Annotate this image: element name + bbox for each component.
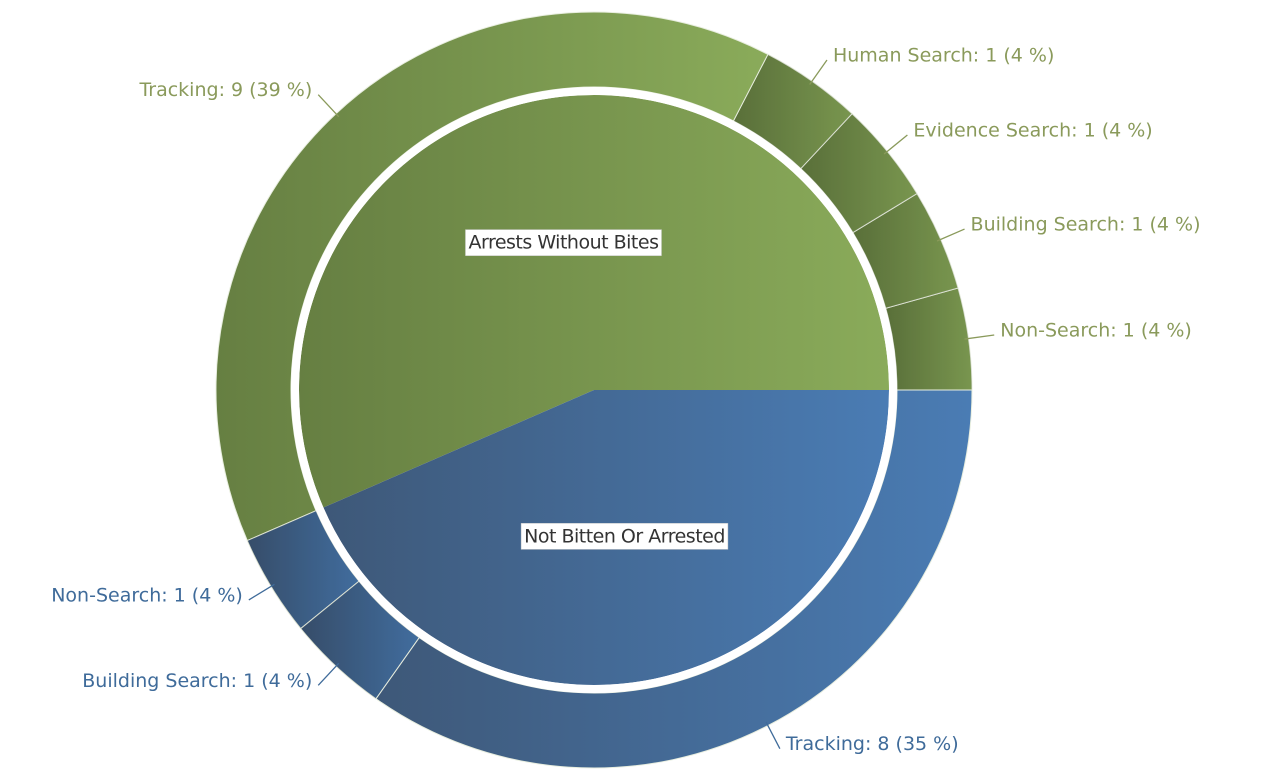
segment-label: Tracking: 9 (39 %): [138, 79, 312, 101]
leader-line: [317, 94, 340, 118]
leader-line: [248, 583, 275, 601]
segment-shade: [247, 510, 359, 629]
leader-line: [317, 662, 340, 686]
leader-line: [809, 59, 828, 85]
segment-shade: [885, 288, 972, 390]
leader-line: [883, 134, 908, 155]
segment-label: Evidence Search: 1 (4 %): [913, 120, 1152, 142]
segment-label: Building Search: 1 (4 %): [971, 214, 1201, 236]
inner-label: Arrests Without Bites: [468, 232, 658, 254]
ring-gap: [291, 87, 897, 693]
inner-wedge: [298, 94, 889, 508]
label-box: [520, 523, 729, 550]
inner-label: Not Bitten Or Arrested: [524, 525, 725, 547]
label-box: [465, 229, 662, 256]
segment-label: Human Search: 1 (4 %): [833, 44, 1054, 66]
segment-shade: [800, 113, 917, 233]
segment-shade: [300, 581, 420, 699]
leader-line: [765, 721, 781, 750]
leader-line: [936, 228, 965, 242]
leader-line: [964, 334, 995, 340]
segment-label: Non-Search: 1 (4 %): [1000, 319, 1192, 341]
segment-shade: [852, 193, 958, 309]
segment-label: Non-Search: 1 (4 %): [51, 584, 243, 606]
segment-label: Tracking: 8 (35 %): [785, 733, 959, 755]
segment-label: Building Search: 1 (4 %): [82, 670, 312, 692]
segment-shade: [733, 54, 853, 169]
